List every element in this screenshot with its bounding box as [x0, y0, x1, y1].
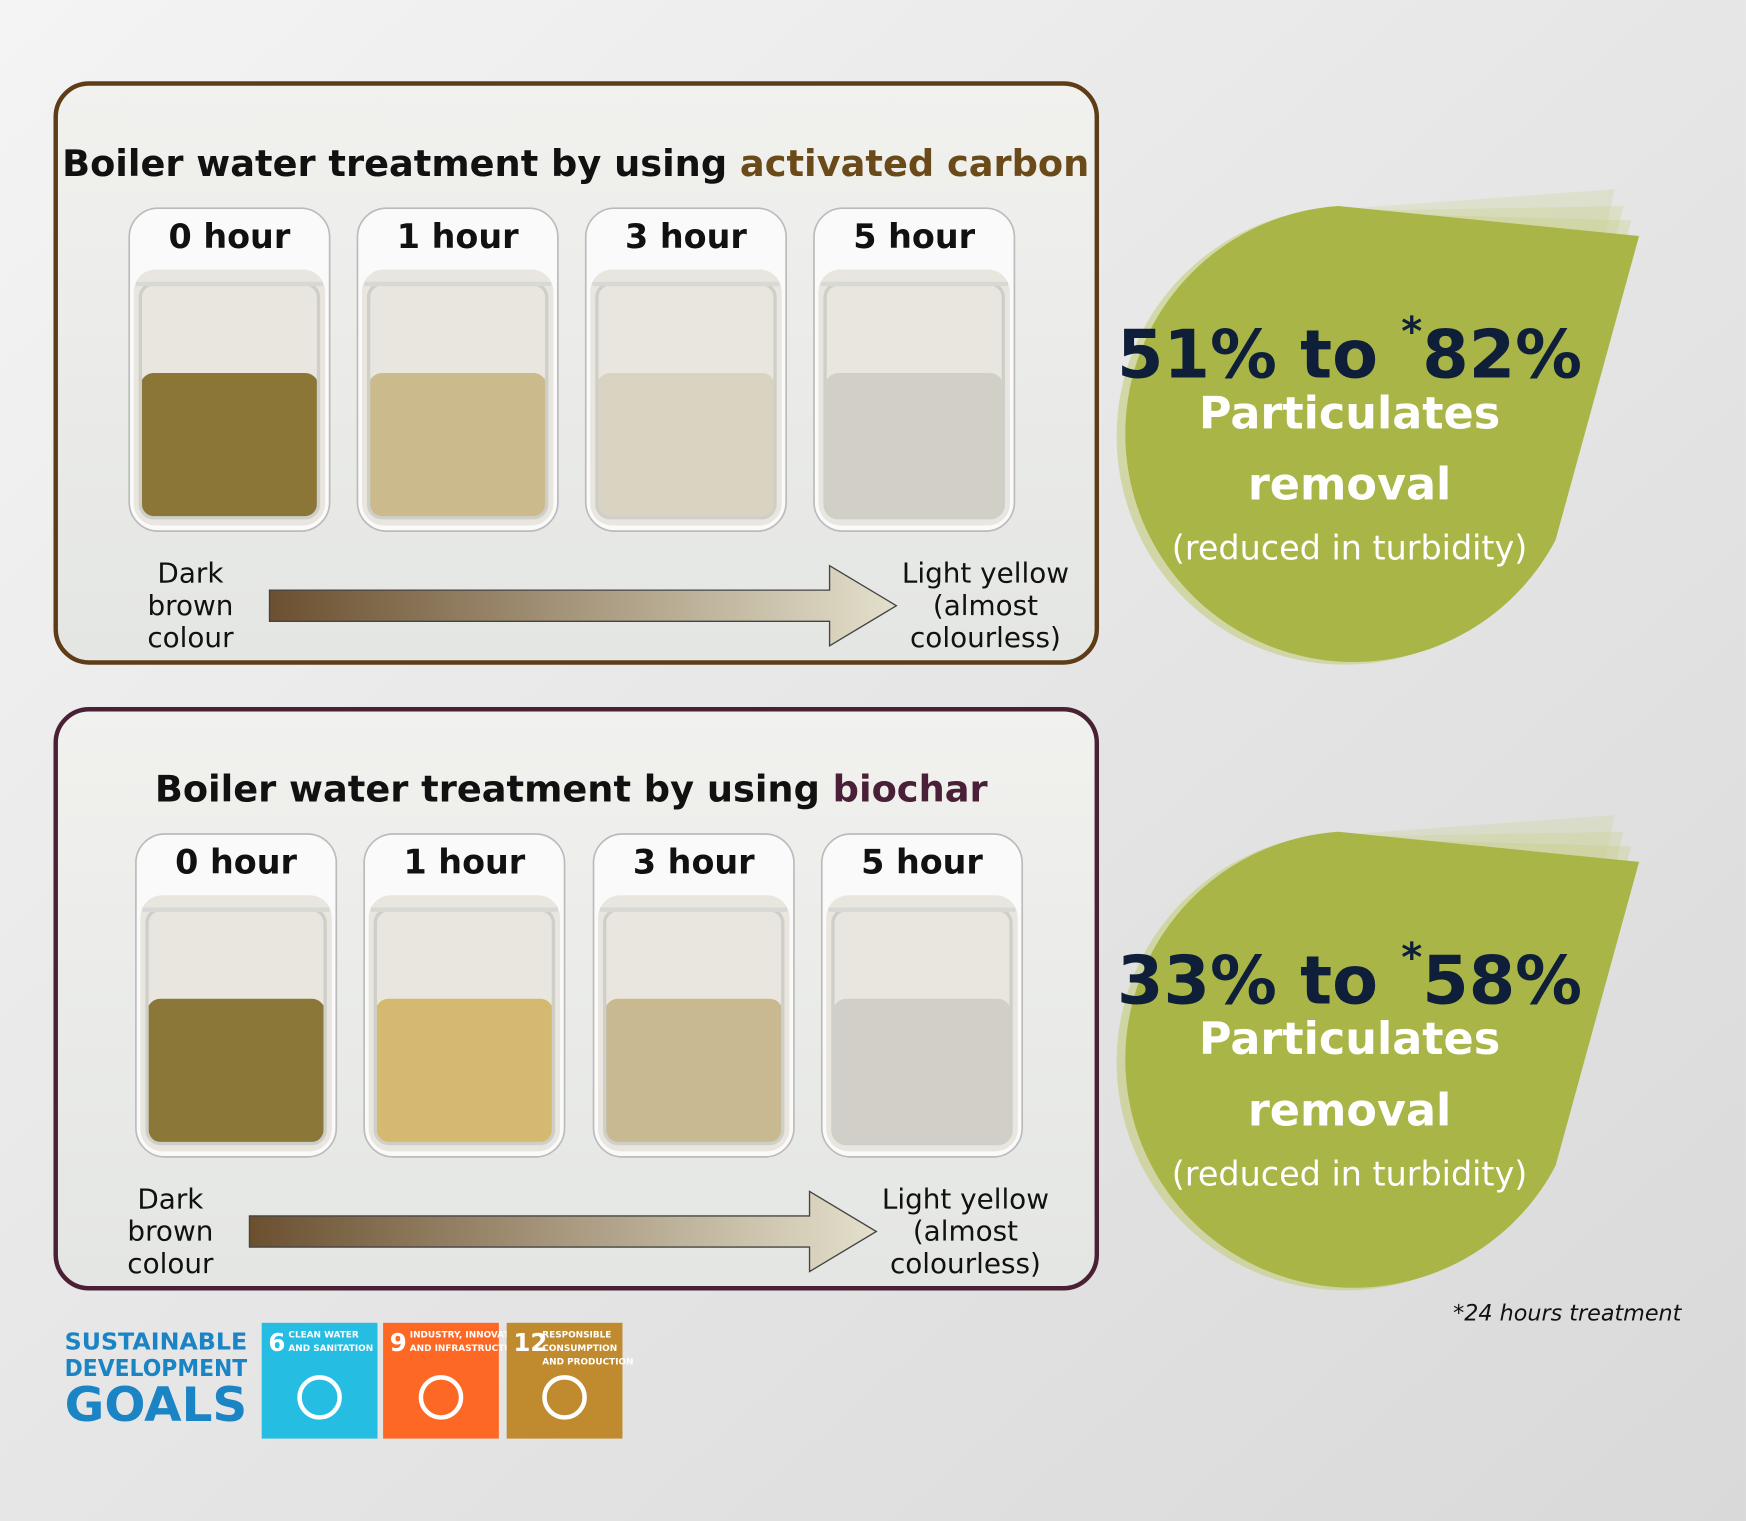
beaker-liquid: [375, 998, 554, 1144]
sdg-tile-text: INDUSTRY, INNOVATION: [410, 1331, 528, 1341]
stat-range: 51% to *82%: [1117, 309, 1582, 393]
beaker-liquid: [147, 998, 326, 1144]
beaker-liquid: [596, 373, 776, 518]
sdg-tile-text: AND PRODUCTION: [542, 1357, 633, 1367]
beaker-label: 0 hour: [169, 217, 291, 256]
stat-note: (reduced in turbidity): [1172, 529, 1528, 568]
asterisk: *: [1401, 935, 1422, 981]
beaker-label: 5 hour: [861, 843, 983, 882]
beaker-label: 5 hour: [853, 217, 975, 256]
end-label: (almost: [933, 589, 1038, 622]
sdg-icon: [297, 1375, 342, 1420]
gradient-arrow: [268, 564, 898, 647]
start-label: Dark: [137, 1182, 204, 1215]
beaker-label: 3 hour: [625, 217, 747, 256]
sdg-tile-text: CONSUMPTION: [542, 1344, 617, 1354]
leaf: [1125, 831, 1640, 1288]
sdg-number: 9: [390, 1328, 407, 1357]
sdg-icon: [542, 1375, 587, 1420]
stat-line: Particulates: [1199, 1013, 1500, 1065]
footnote: *24 hours treatment: [1453, 1300, 1683, 1326]
sdg-logo-text: SUSTAINABLE: [65, 1327, 248, 1355]
stat-note: (reduced in turbidity): [1172, 1154, 1528, 1193]
title-highlight: biochar: [833, 767, 989, 810]
beaker-label: 1 hour: [397, 217, 519, 256]
start-label: colour: [127, 1247, 214, 1280]
sdg-tile-text: RESPONSIBLE: [542, 1331, 611, 1341]
stat-line: removal: [1248, 459, 1451, 511]
end-label: colourless): [910, 621, 1061, 654]
stat-line: removal: [1248, 1084, 1451, 1136]
start-label: colour: [147, 621, 234, 654]
sdg-logo-text: DEVELOPMENT: [65, 1354, 248, 1382]
sdg-number: 6: [268, 1328, 285, 1357]
beaker-label: 1 hour: [403, 843, 525, 882]
asterisk: *: [1401, 309, 1422, 355]
sdg-tile-text: AND SANITATION: [288, 1344, 373, 1354]
beaker-label: 0 hour: [175, 843, 297, 882]
start-label: brown: [127, 1215, 213, 1248]
beaker-liquid: [825, 373, 1004, 518]
title-text: Boiler water treatment by using: [155, 767, 833, 810]
end-label: colourless): [890, 1247, 1041, 1280]
beaker-liquid: [832, 998, 1012, 1144]
range-text: 33% to: [1117, 941, 1401, 1019]
sdg-number: 12: [513, 1328, 547, 1357]
sdg-icon: [418, 1375, 464, 1420]
stat-range: 33% to *58%: [1117, 935, 1582, 1019]
end-label: Light yellow: [902, 557, 1069, 590]
start-label: Dark: [157, 557, 224, 590]
beaker-liquid: [140, 373, 319, 518]
range-text: 58%: [1422, 941, 1582, 1019]
range-text: 82%: [1422, 315, 1582, 393]
panel-title: Boiler water treatment by using biochar: [155, 767, 989, 810]
title-text: Boiler water treatment by using: [62, 141, 740, 184]
sdg-logo-text: GOALS: [65, 1379, 248, 1433]
sdg-tile-text: AND INFRASTRUCTURE: [410, 1344, 525, 1354]
panel-title: Boiler water treatment by using activate…: [62, 141, 1089, 184]
start-label: brown: [147, 589, 233, 622]
end-label: Light yellow: [882, 1182, 1049, 1215]
stat-line: Particulates: [1199, 387, 1500, 439]
sdg-tile-text: CLEAN WATER: [288, 1331, 358, 1341]
beaker-liquid: [604, 998, 783, 1144]
beaker-liquid: [368, 373, 547, 518]
beaker-label: 3 hour: [633, 843, 755, 882]
leaf: [1125, 205, 1640, 663]
end-label: (almost: [913, 1215, 1018, 1248]
title-highlight: activated carbon: [740, 141, 1089, 184]
range-text: 51% to: [1117, 315, 1401, 393]
gradient-arrow: [248, 1190, 878, 1273]
